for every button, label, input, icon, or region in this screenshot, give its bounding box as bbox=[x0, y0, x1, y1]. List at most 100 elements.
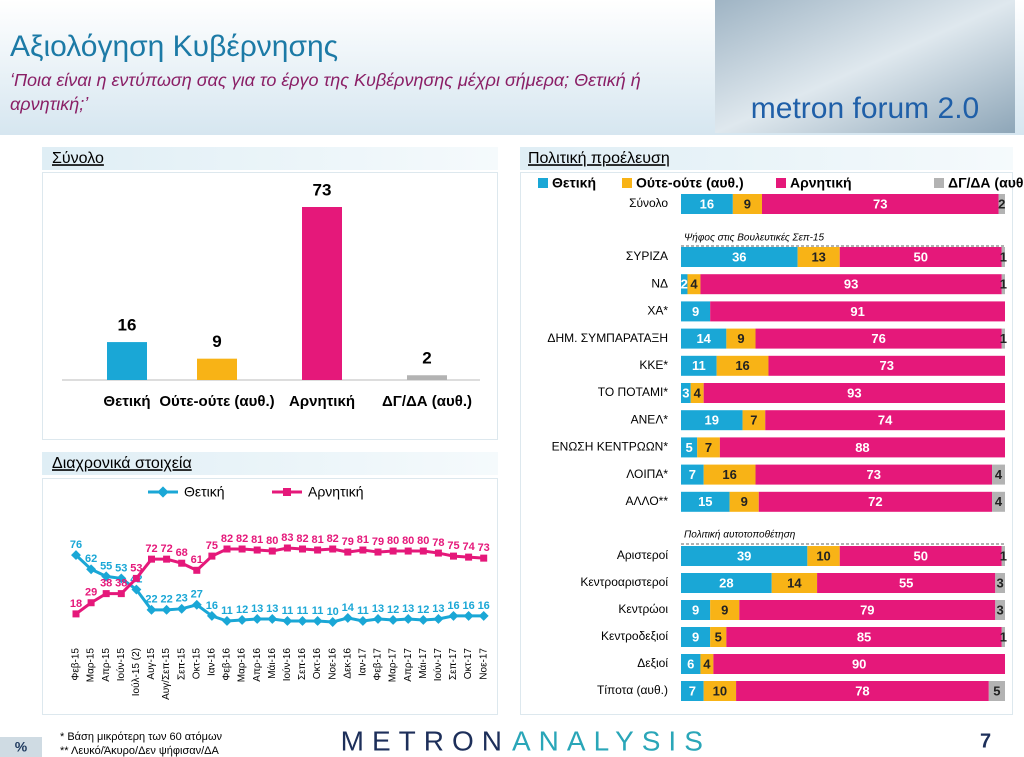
data-label: 9 bbox=[741, 494, 748, 509]
x-tick-label: Θετική bbox=[103, 393, 151, 410]
data-label: 72 bbox=[868, 494, 882, 509]
data-label: 39 bbox=[737, 548, 751, 563]
data-label: 7 bbox=[750, 413, 757, 428]
data-label: 2 bbox=[998, 196, 1005, 211]
bar-segment bbox=[681, 328, 727, 349]
data-label: 62 bbox=[85, 553, 97, 565]
data-label: 55 bbox=[899, 575, 913, 590]
data-label: 9 bbox=[721, 602, 728, 617]
data-label: 3 bbox=[997, 575, 1004, 590]
data-label: 68 bbox=[176, 547, 188, 559]
y-tick-label: ΤΟ ΠΟΤΑΜΙ* bbox=[598, 385, 669, 399]
data-label: 81 bbox=[251, 534, 263, 546]
marker bbox=[388, 615, 399, 625]
marker bbox=[206, 610, 217, 621]
legend-label: Αρνητική bbox=[790, 175, 852, 191]
data-label: 53 bbox=[115, 562, 127, 574]
bar-segment bbox=[768, 355, 1005, 376]
bar-segment bbox=[710, 600, 740, 620]
y-tick-label: Δεξιοί bbox=[637, 656, 668, 670]
data-label: 10 bbox=[713, 683, 727, 698]
data-label: 2 bbox=[681, 277, 688, 292]
bar bbox=[302, 207, 342, 380]
bar-segment bbox=[700, 274, 1002, 295]
brand: METRON bbox=[341, 725, 510, 756]
legend-swatch bbox=[776, 178, 786, 188]
y-tick-label: ΛΟΙΠΑ* bbox=[626, 467, 668, 481]
bar-segment bbox=[681, 627, 711, 647]
y-tick-label: ΑΝΕΛ* bbox=[631, 412, 669, 426]
page-number: 7 bbox=[980, 730, 991, 752]
bar-segment bbox=[739, 600, 996, 620]
data-label: 73 bbox=[478, 542, 490, 554]
data-label: 13 bbox=[266, 603, 278, 615]
bar-segment bbox=[758, 491, 993, 512]
marker bbox=[327, 617, 338, 627]
y-tick-label: Σύνολο bbox=[629, 196, 668, 210]
marker bbox=[312, 616, 323, 626]
bar-segment bbox=[726, 328, 756, 349]
x-tick-label: Ιαν-17 bbox=[358, 648, 369, 676]
data-label: 4 bbox=[995, 494, 1003, 509]
logo-text: metron forum 2.0 bbox=[751, 92, 979, 125]
bar-segment bbox=[681, 355, 717, 376]
subtitle-box: ‘Ποια είναι η εντύπωση σας για το έργο τ… bbox=[10, 70, 641, 114]
group-label: Πολιτική αυτοτοποθέτηση bbox=[684, 529, 796, 541]
x-tick-label: Μαρ-16 bbox=[237, 648, 248, 683]
marker bbox=[344, 548, 352, 556]
data-label: 6 bbox=[687, 656, 694, 671]
data-label: 29 bbox=[85, 587, 97, 599]
marker bbox=[357, 616, 368, 626]
legend-label: Αρνητική bbox=[308, 484, 364, 500]
bar-segment bbox=[719, 437, 1005, 458]
group-label: Ψήφος στις Βουλευτικές Σεπ-15 bbox=[684, 232, 824, 244]
data-label: 13 bbox=[251, 603, 263, 615]
marker bbox=[389, 547, 397, 555]
bar-segment bbox=[995, 600, 1005, 620]
data-label: 3 bbox=[682, 385, 689, 400]
x-tick-label: Νοε-16 bbox=[327, 648, 338, 680]
data-label: 81 bbox=[311, 534, 323, 546]
marker bbox=[116, 573, 127, 584]
x-tick-label: Αρνητική bbox=[288, 393, 355, 410]
marker bbox=[72, 610, 80, 618]
bar-segment bbox=[681, 437, 698, 458]
marker bbox=[268, 547, 276, 555]
marker bbox=[148, 555, 155, 563]
marker bbox=[131, 584, 142, 595]
panel-title: Πολιτική προέλευση bbox=[528, 150, 670, 167]
data-label: 4 bbox=[703, 656, 711, 671]
data-label: 11 bbox=[692, 358, 706, 373]
marker bbox=[434, 549, 442, 557]
data-label: 50 bbox=[914, 548, 928, 563]
data-label: 90 bbox=[852, 656, 866, 671]
unit: % bbox=[15, 739, 28, 755]
data-label: 12 bbox=[417, 604, 429, 616]
legend-marker bbox=[283, 488, 291, 496]
data-label: 38 bbox=[100, 578, 112, 590]
marker bbox=[238, 545, 246, 553]
data-label: 5 bbox=[685, 440, 692, 455]
bar-segment bbox=[681, 274, 688, 295]
data-label: 1 bbox=[1000, 629, 1007, 644]
marker bbox=[374, 548, 382, 556]
x-tick-label: Νοε-17 bbox=[478, 648, 489, 680]
bar-segment bbox=[992, 464, 1005, 485]
data-label: 22 bbox=[160, 594, 172, 606]
bar-segment bbox=[681, 681, 704, 701]
data-label: 19 bbox=[705, 413, 719, 428]
bar-segment bbox=[681, 654, 701, 674]
data-label: 73 bbox=[880, 358, 894, 373]
marker bbox=[299, 545, 306, 553]
bar-segment bbox=[681, 247, 798, 267]
x-tick-label: Απρ-16 bbox=[252, 648, 263, 682]
bar-segment bbox=[762, 194, 999, 214]
bar-segment bbox=[807, 546, 840, 566]
data-label: 16 bbox=[206, 600, 218, 612]
data-label: 93 bbox=[844, 277, 858, 292]
data-label: 79 bbox=[860, 602, 874, 617]
x-tick-label: Οκτ-16 bbox=[312, 648, 323, 680]
y-tick-label: ΧΑ* bbox=[647, 304, 668, 318]
panel-header bbox=[42, 452, 498, 475]
data-label: 4 bbox=[694, 385, 702, 400]
